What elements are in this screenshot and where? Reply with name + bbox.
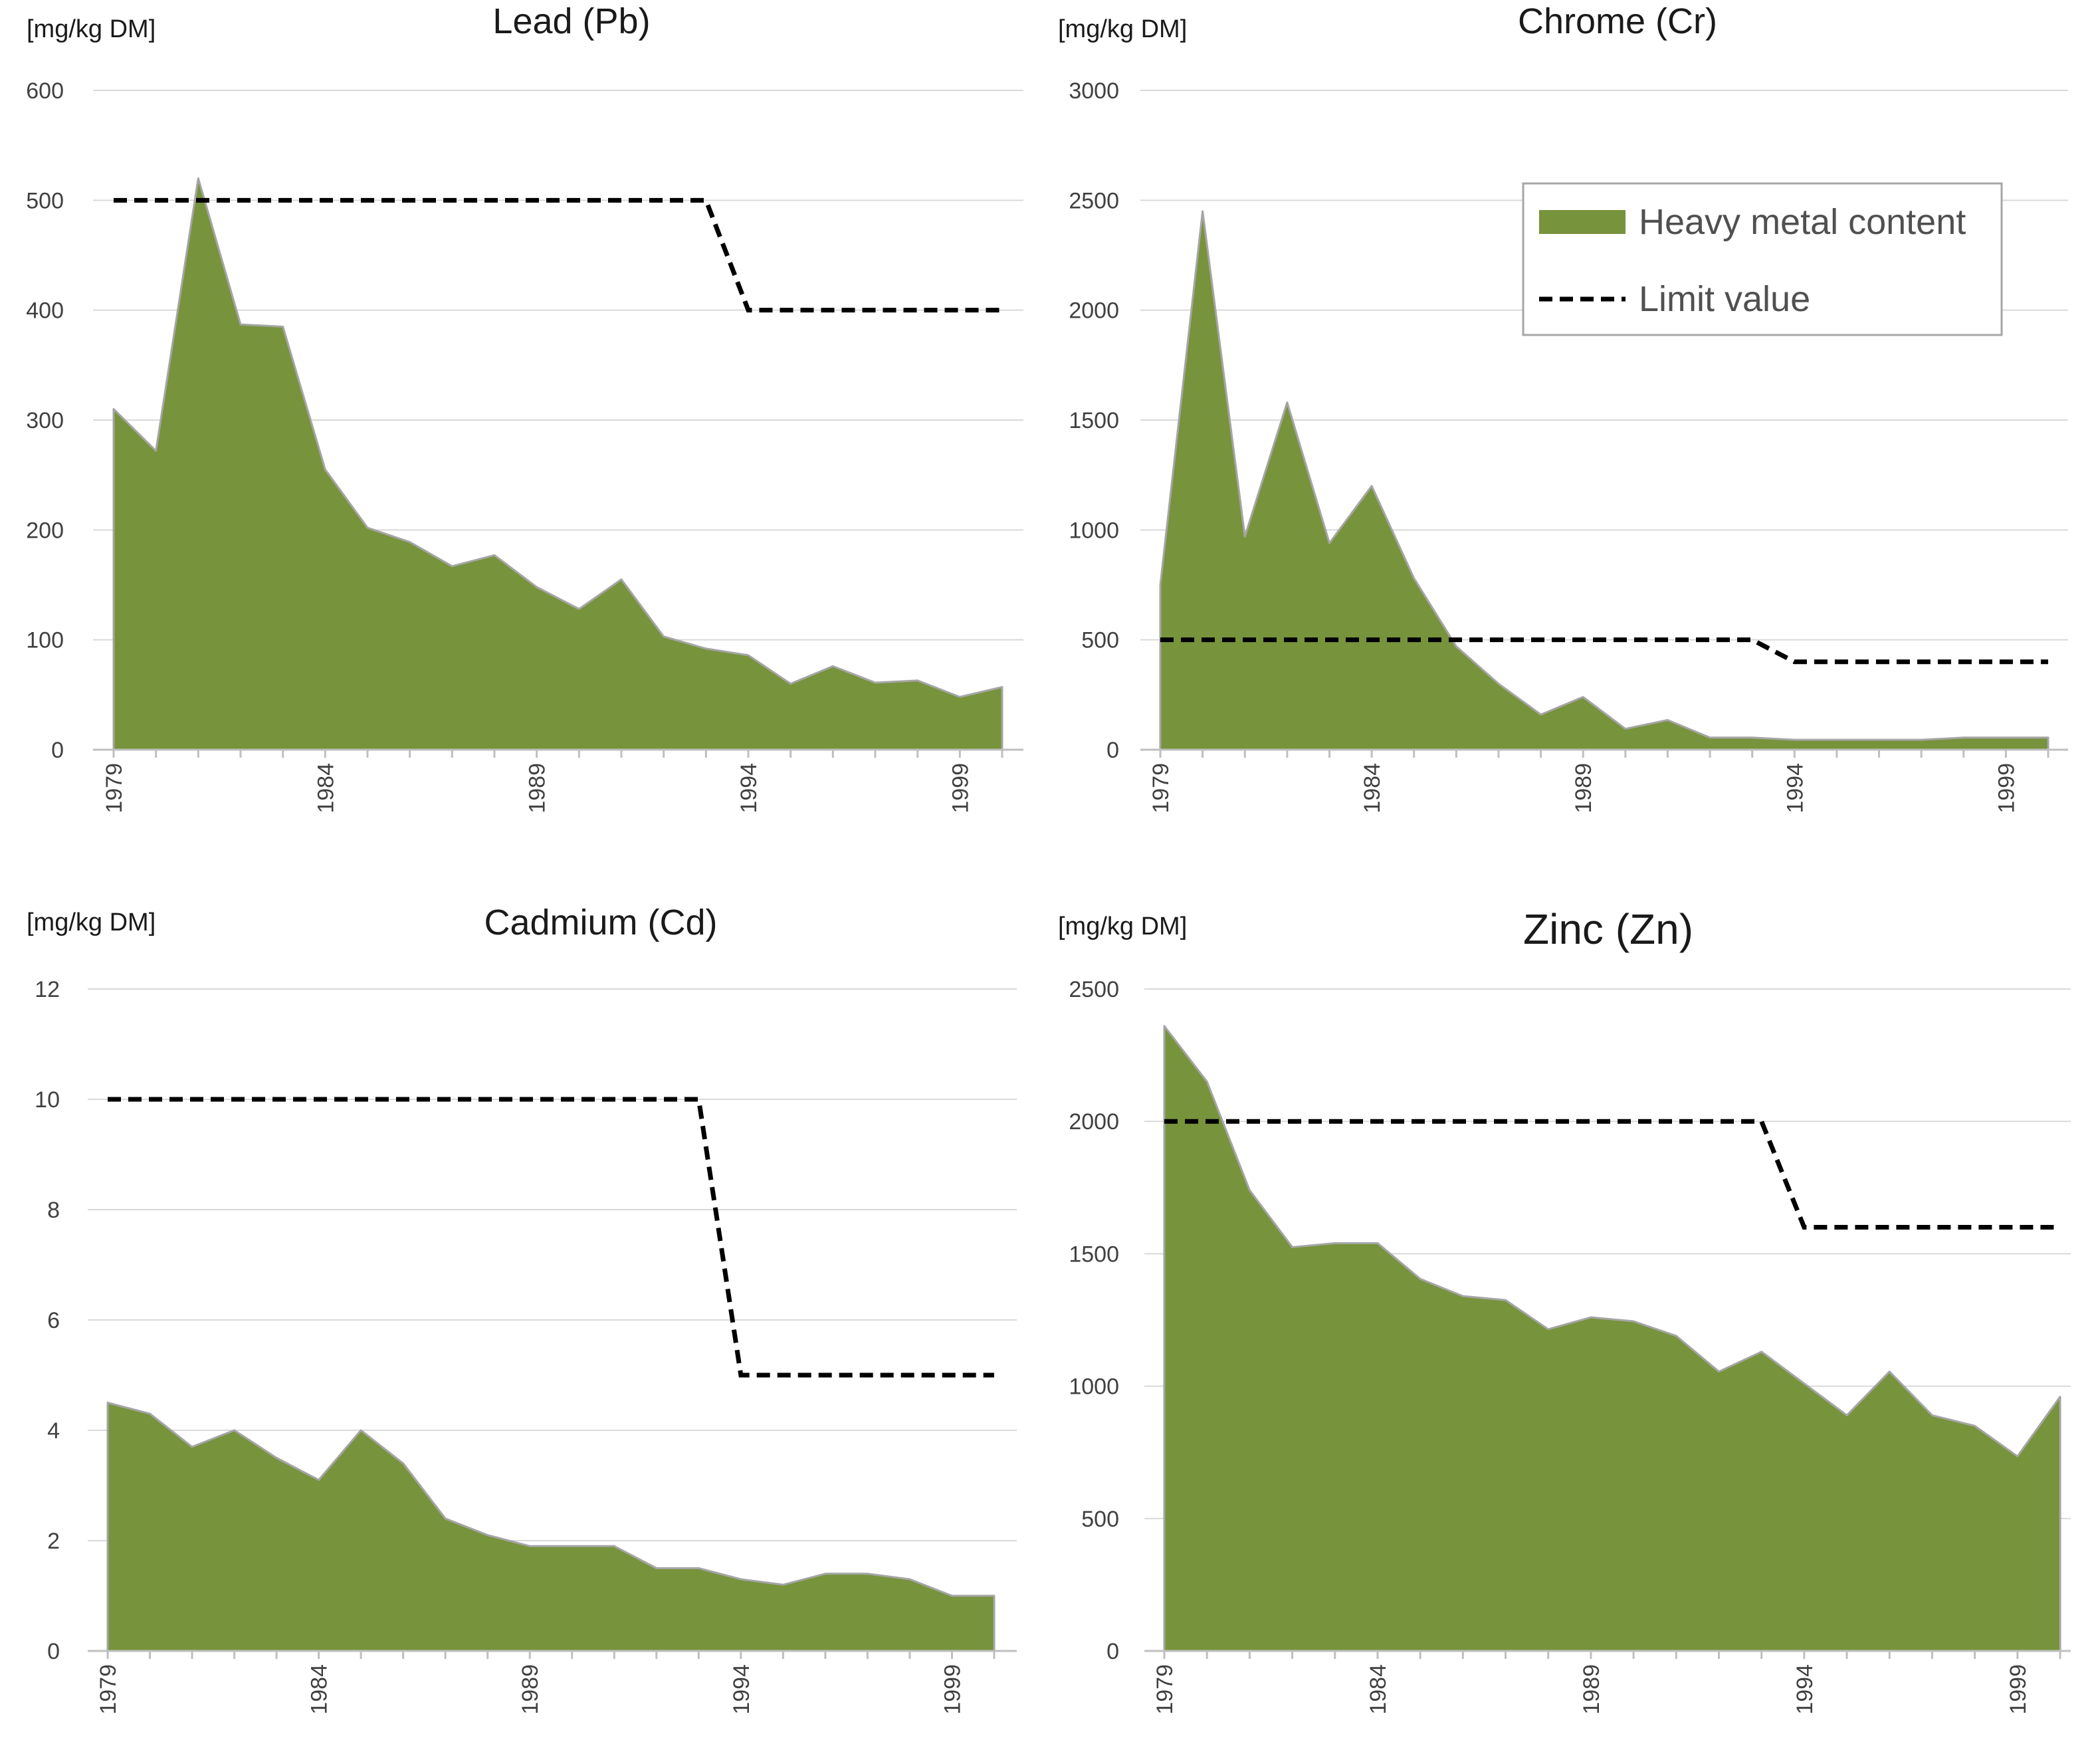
lead-y-tick-label: 100 xyxy=(26,628,64,653)
lead-x-tick-label: 1999 xyxy=(948,763,973,814)
cadmium-y-tick-label: 2 xyxy=(47,1529,60,1554)
lead-x-tick-label: 1994 xyxy=(736,763,762,814)
lead-chart-title: Lead (Pb) xyxy=(492,1,650,41)
legend-label-limit-value: Limit value xyxy=(1639,279,1810,319)
chrome-x-tick-label: 1999 xyxy=(1994,763,2019,814)
chrome-y-tick-label: 2000 xyxy=(1069,298,1119,324)
lead-y-tick-label: 400 xyxy=(26,298,64,324)
chrome-limit-value-line xyxy=(1160,637,2048,665)
cadmium-y-tick-label: 4 xyxy=(47,1418,60,1444)
lead-unit-label: [mg/kg DM] xyxy=(27,15,156,43)
lead-y-tick-label: 300 xyxy=(26,408,64,433)
cadmium-limit-value-line xyxy=(108,1097,994,1378)
chrome-heavy-metal-area xyxy=(1159,210,2049,751)
cadmium-y-tick-label: 6 xyxy=(47,1308,60,1333)
lead-y-tick-label: 600 xyxy=(26,78,64,104)
cadmium-x-tick-label: 1999 xyxy=(940,1664,965,1715)
lead-y-tick-label: 200 xyxy=(26,518,64,543)
cadmium-x-tick-label: 1989 xyxy=(518,1664,543,1715)
chrome-x-tick-label: 1989 xyxy=(1571,763,1596,814)
zinc-y-tick-label: 2500 xyxy=(1069,977,1119,1002)
zinc-x-tick-label: 1999 xyxy=(2006,1664,2031,1715)
zinc-x-tick-label: 1979 xyxy=(1152,1664,1178,1715)
chart-legend: Heavy metal content Limit value xyxy=(1522,182,2003,336)
chrome-x-tick-label: 1984 xyxy=(1360,763,1385,814)
lead-limit-value-line xyxy=(114,197,1002,313)
lead-heavy-metal-area xyxy=(112,177,1003,751)
zinc-heavy-metal-area xyxy=(1163,1025,2061,1652)
zinc-x-tick-label: 1984 xyxy=(1366,1664,1391,1715)
zinc-y-tick-label: 1000 xyxy=(1069,1374,1119,1400)
lead-x-tick-label: 1984 xyxy=(313,763,338,814)
lead-y-tick-label: 0 xyxy=(51,738,64,763)
chrome-y-tick-label: 1500 xyxy=(1069,408,1119,433)
lead-chart-panel: 0 100 200 300 400 500 600 1979 1984 1989 1994 1999 [… xyxy=(26,1,1023,814)
cadmium-y-tick-label: 8 xyxy=(47,1198,60,1223)
zinc-unit-label: [mg/kg DM] xyxy=(1058,913,1187,940)
cadmium-chart-title: Cadmium (Cd) xyxy=(484,903,717,942)
cadmium-chart-panel: 0 2 4 6 8 10 12 1979 1984 1989 1994 1999 [mg/kg DM] C… xyxy=(27,903,1017,1715)
zinc-chart-panel: 0 500 1000 1500 2000 2500 1979 1984 1989 1994 1999… xyxy=(1058,905,2071,1715)
chrome-y-tick-label: 2500 xyxy=(1069,188,1119,213)
cadmium-heavy-metal-area xyxy=(106,1402,996,1652)
chrome-chart-panel: 0 500 1000 1500 2000 2500 3000 1979 1984 1989 1994… xyxy=(1058,1,2068,814)
cadmium-unit-label: [mg/kg DM] xyxy=(27,909,156,936)
chrome-x-tick-label: 1979 xyxy=(1148,763,1174,814)
zinc-x-tick-label: 1989 xyxy=(1579,1664,1604,1715)
zinc-limit-value-line xyxy=(1164,1119,2060,1230)
legend-area-swatch xyxy=(1539,210,1626,234)
cadmium-x-tick-label: 1979 xyxy=(96,1664,121,1715)
zinc-x-tick-label: 1994 xyxy=(1792,1664,1818,1715)
legend-box xyxy=(1522,182,2003,336)
chrome-unit-label: [mg/kg DM] xyxy=(1058,15,1187,43)
legend-label-heavy-metal-content: Heavy metal content xyxy=(1639,202,1966,242)
chrome-y-tick-label: 500 xyxy=(1081,628,1119,653)
chrome-x-tick-label: 1994 xyxy=(1782,763,1808,814)
chrome-y-tick-label: 3000 xyxy=(1069,78,1119,104)
lead-x-tick-label: 1979 xyxy=(102,763,127,814)
chrome-chart-title: Chrome (Cr) xyxy=(1518,1,1717,41)
cadmium-y-tick-label: 12 xyxy=(35,977,60,1002)
chrome-y-tick-label: 0 xyxy=(1106,738,1119,763)
zinc-chart-title: Zinc (Zn) xyxy=(1523,905,1693,953)
zinc-y-tick-label: 1500 xyxy=(1069,1242,1119,1267)
lead-y-tick-label: 500 xyxy=(26,188,64,213)
cadmium-x-tick-label: 1984 xyxy=(307,1664,332,1715)
zinc-y-tick-label: 2000 xyxy=(1069,1109,1119,1135)
cadmium-y-tick-label: 10 xyxy=(35,1087,60,1113)
chrome-y-tick-label: 1000 xyxy=(1069,518,1119,543)
cadmium-y-tick-label: 0 xyxy=(47,1639,60,1664)
zinc-y-tick-label: 0 xyxy=(1106,1639,1119,1664)
cadmium-x-tick-label: 1994 xyxy=(729,1664,754,1715)
zinc-y-tick-label: 500 xyxy=(1081,1507,1119,1532)
lead-x-tick-label: 1989 xyxy=(525,763,550,814)
